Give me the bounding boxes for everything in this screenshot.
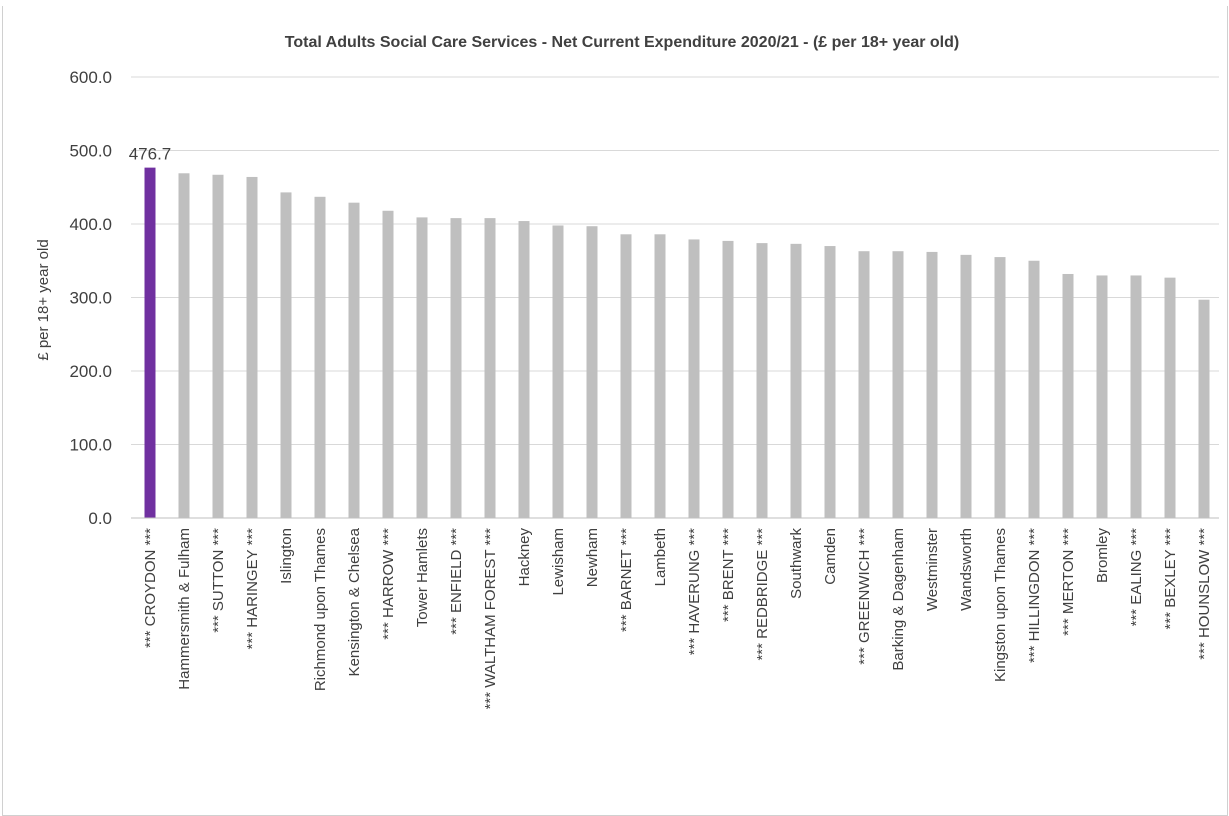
bar (994, 257, 1006, 518)
bar (1062, 273, 1074, 518)
bar (654, 234, 666, 519)
x-tick-label: Kingston upon Thames (992, 528, 1009, 682)
x-tick-label: *** BRENT *** (720, 528, 737, 622)
x-tick-label: Hammersmith & Fulham (176, 528, 193, 690)
y-tick-label: 300.0 (69, 289, 112, 308)
x-tick-label: *** REDBRIDGE *** (754, 528, 771, 661)
bar (960, 254, 972, 518)
bar (246, 176, 258, 518)
x-tick-label: *** BEXLEY *** (1162, 528, 1179, 630)
x-tick-label: Camden (822, 528, 839, 585)
gridlines (131, 76, 1219, 445)
x-tick-label: *** HILLINGDON *** (1026, 528, 1043, 663)
bar (178, 173, 190, 518)
bar (552, 225, 564, 518)
bar (314, 196, 326, 518)
x-tick-label: Westminster (924, 528, 941, 611)
x-tick-label: Hackney (516, 528, 533, 587)
x-tick-label: *** BARNET *** (618, 528, 635, 632)
x-tick-label: *** HOUNSLOW *** (1196, 528, 1213, 660)
y-tick-label: 400.0 (69, 215, 112, 234)
x-tick-label: Bromley (1094, 528, 1111, 584)
x-tick-label: Barking & Dagenham (890, 528, 907, 671)
x-tick-label: *** CROYDON *** (142, 528, 159, 648)
x-tick-label: Richmond upon Thames (312, 528, 329, 691)
bar (586, 226, 598, 518)
y-tick-label: 200.0 (69, 362, 112, 381)
y-axis-label: £ per 18+ year old (35, 239, 52, 360)
y-tick-label: 500.0 (69, 142, 112, 161)
x-tick-label: *** WALTHAM FOREST *** (482, 528, 499, 710)
bar (926, 251, 938, 518)
bar (1164, 277, 1176, 518)
y-tick-label: 600.0 (69, 68, 112, 87)
x-tick-label: Islington (278, 528, 295, 584)
data-label: 476.7 (129, 145, 172, 164)
x-tick-label: *** GREENWICH *** (856, 528, 873, 665)
x-tick-label: Tower Hamlets (414, 528, 431, 627)
bar (1028, 260, 1040, 518)
bar (620, 234, 632, 519)
x-tick-label: Newham (584, 528, 601, 587)
x-tick-label: Southwark (788, 528, 805, 599)
bar (1096, 275, 1108, 518)
x-tick-label: *** HARINGEY *** (244, 528, 261, 650)
x-tick-label: *** MERTON *** (1060, 528, 1077, 636)
x-tick-label: Lambeth (652, 528, 669, 586)
bars (144, 167, 1210, 519)
bar (144, 167, 156, 519)
bar (892, 251, 904, 518)
bar (382, 210, 394, 518)
bar (1130, 275, 1142, 518)
bar (348, 202, 360, 518)
bar (790, 243, 802, 518)
x-tick-label: Wandsworth (958, 528, 975, 611)
bar (858, 251, 870, 518)
bar (280, 192, 292, 518)
bar (688, 239, 700, 518)
x-tick-label: Kensington & Chelsea (346, 527, 363, 676)
y-axis-ticks: 0.0 100.0 200.0 300.0 400.0 500.0 600.0 (69, 68, 112, 528)
top-clipped-strip (0, 0, 1229, 6)
bar (824, 246, 836, 519)
x-tick-label: *** SUTTON *** (210, 528, 227, 633)
chart-title: Total Adults Social Care Services - Net … (285, 34, 959, 51)
bar (484, 218, 496, 518)
bar (756, 243, 768, 519)
x-tick-label: *** ENFIELD *** (448, 528, 465, 635)
y-tick-label: 0.0 (88, 509, 112, 528)
bar (212, 174, 224, 518)
bar (518, 221, 530, 518)
bar (1198, 299, 1210, 518)
x-axis-tick-labels: *** CROYDON *** Hammersmith & Fulham *** S… (142, 527, 1213, 709)
x-tick-label: *** EALING *** (1128, 528, 1145, 627)
bar (450, 218, 462, 518)
data-labels: 476.7 (129, 145, 172, 164)
y-tick-label: 100.0 (69, 436, 112, 455)
bar (722, 240, 734, 518)
x-tick-label: Lewisham (550, 528, 567, 596)
x-tick-label: *** HAVERUNG *** (686, 528, 703, 655)
x-tick-label: *** HARROW *** (380, 528, 397, 640)
bar (416, 217, 428, 518)
